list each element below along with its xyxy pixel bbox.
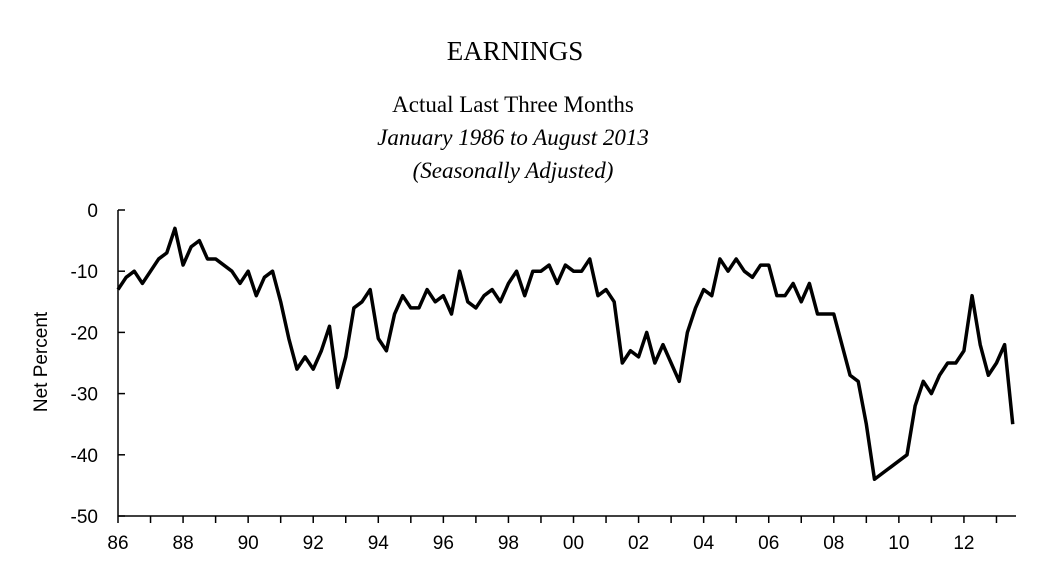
- x-tick-label: 12: [953, 533, 974, 554]
- x-tick-label: 08: [823, 533, 844, 554]
- x-tick-label: 06: [758, 533, 779, 554]
- y-tick-label: -10: [71, 262, 98, 283]
- x-tick-label: 00: [563, 533, 584, 554]
- x-tick-label: 10: [888, 533, 909, 554]
- subtitle: January 1986 to August 2013: [377, 125, 649, 150]
- x-tick-label: 90: [238, 533, 259, 554]
- data-line: [116, 226, 1015, 482]
- y-tick-label: -20: [71, 323, 98, 344]
- x-tick-label: 86: [107, 533, 128, 554]
- x-tick-label: 02: [628, 533, 649, 554]
- x-tick-label: 88: [173, 533, 194, 554]
- x-tick-label: 98: [498, 533, 519, 554]
- y-tick-label: -50: [71, 507, 98, 528]
- subtitle: Actual Last Three Months: [392, 92, 634, 117]
- chart-title: EARNINGS: [447, 36, 584, 66]
- x-tick-label: 04: [693, 533, 715, 554]
- subtitle: (Seasonally Adjusted): [413, 158, 614, 183]
- x-tick-label: 92: [303, 533, 324, 554]
- x-tick-label: 96: [433, 533, 454, 554]
- y-tick-label: -40: [71, 446, 98, 467]
- y-axis-label: Net Percent: [31, 311, 52, 412]
- x-tick-label: 94: [368, 533, 390, 554]
- y-tick-label: 0: [87, 201, 98, 222]
- y-tick-label: -30: [71, 385, 98, 406]
